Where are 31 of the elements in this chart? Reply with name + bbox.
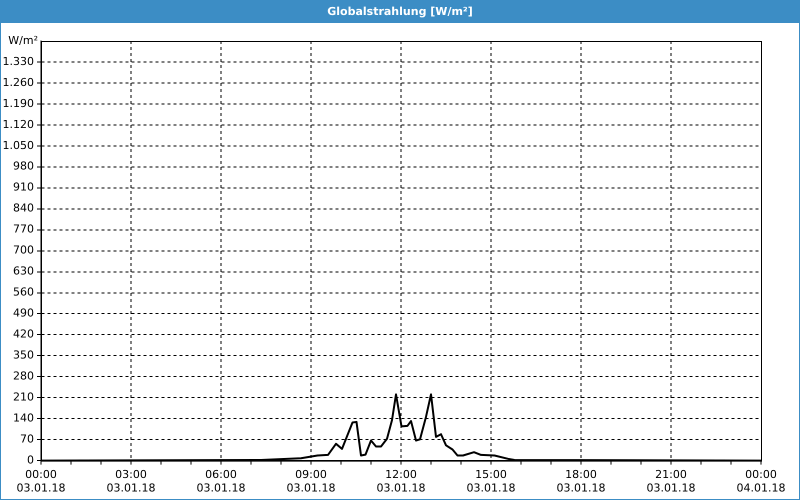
y-tick-label: 1.260 — [2, 76, 34, 89]
y-tick-label: 0 — [27, 453, 34, 466]
y-axis-title: W/m² — [8, 34, 38, 47]
x-tick-label: 00:00 03.01.18 — [16, 468, 66, 494]
chart-title: Globalstrahlung [W/m²] — [1, 1, 799, 23]
y-tick-label: 350 — [13, 348, 34, 362]
y-tick-label: 490 — [13, 306, 34, 320]
x-tick-label: 21:00 03.01.18 — [646, 468, 696, 494]
y-tick-label: 1.050 — [2, 138, 34, 152]
y-tick-label: 630 — [13, 264, 34, 278]
y-tick-label: 770 — [13, 222, 34, 236]
y-tick-label: 560 — [13, 286, 34, 299]
x-tick-label: 06:00 03.01.18 — [196, 468, 246, 494]
x-tick-label: 09:00 03.01.18 — [286, 468, 336, 494]
y-tick-label: 70 — [20, 432, 34, 446]
x-tick-label: 18:00 03.01.18 — [556, 468, 606, 494]
y-tick-label: 700 — [13, 244, 34, 257]
y-tick-label: 420 — [13, 328, 34, 341]
x-tick-label: 03:00 03.01.18 — [106, 468, 156, 494]
y-tick-label: 210 — [13, 390, 34, 404]
y-tick-label: 280 — [13, 370, 34, 383]
y-tick-label: 910 — [13, 180, 34, 194]
y-tick-label: 140 — [13, 412, 34, 424]
x-tick-label: 15:00 03.01.18 — [466, 468, 516, 494]
y-tick-label: 980 — [13, 160, 34, 173]
y-tick-label: 1.190 — [2, 96, 34, 110]
x-tick-label: 12:00 03.01.18 — [376, 468, 426, 494]
y-tick-label: 840 — [13, 202, 34, 215]
x-tick-label: 00:00 04.01.18 — [736, 468, 786, 494]
y-tick-label: 1.120 — [2, 118, 34, 131]
y-tick-label: 1.330 — [2, 54, 34, 68]
